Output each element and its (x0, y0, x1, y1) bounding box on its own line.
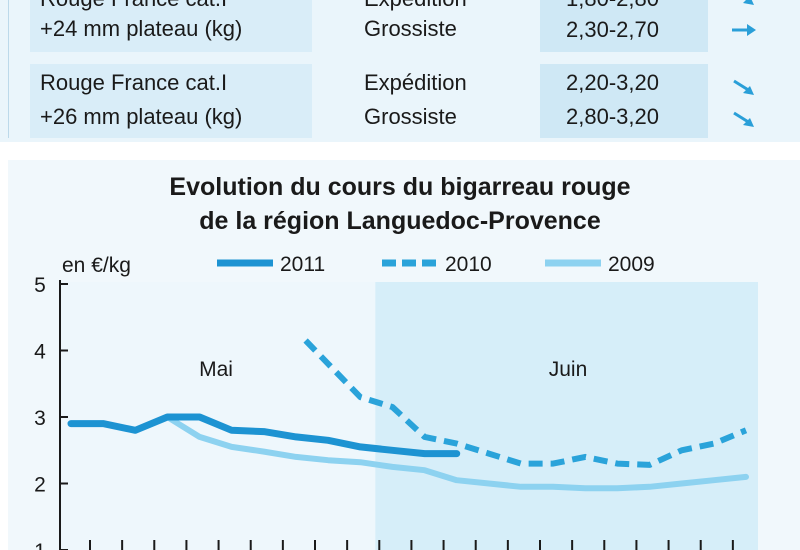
chart-title-line: de la région Languedoc-Provence (199, 207, 601, 235)
period-label-juin: Juin (549, 358, 588, 381)
down-right-arrow-icon (733, 111, 754, 127)
down-right-arrow-icon (733, 79, 754, 95)
y-axis-unit-label: en €/kg (62, 254, 131, 277)
legend-label-2011: 2011 (280, 253, 325, 276)
market-label: Expédition (364, 0, 467, 16)
product-name: Rouge France cat.I (40, 70, 228, 95)
product-cell: Rouge France cat.I +24 mm plateau (kg) (30, 0, 312, 52)
legend: 2011 2010 2009 (217, 253, 655, 276)
table-row: Rouge France cat.I +26 mm plateau (kg) E… (0, 64, 800, 138)
trend-cell (708, 0, 784, 52)
series-line-2011 (67, 413, 461, 458)
market-label: Grossiste (364, 16, 457, 41)
price-range: 2,20-3,20 (566, 70, 659, 95)
y-tick-label: 5 (34, 274, 46, 297)
trend-cell (708, 64, 784, 138)
market-label: Expédition (364, 70, 467, 95)
period-label-mai: Mai (199, 358, 233, 381)
series-line-2009 (68, 414, 749, 492)
x-ticks (89, 540, 734, 550)
price-table: Rouge France cat.I +24 mm plateau (kg) E… (0, 0, 800, 142)
period-band-juin (375, 282, 758, 550)
chart-title-line: Evolution du cours du bigarreau rouge (169, 173, 631, 201)
y-tick-label: 4 (34, 341, 46, 364)
price-range: 2,80-3,20 (566, 104, 659, 129)
y-tick-label: 3 (34, 407, 46, 430)
series-line-2010 (303, 338, 748, 468)
legend-label-2010: 2010 (445, 253, 492, 276)
market-label: Grossiste (364, 104, 457, 129)
product-name: Rouge France cat.I (40, 0, 227, 16)
price-cell: 1,80-2,80 2,30-2,70 (540, 0, 708, 52)
period-band-mai (60, 282, 376, 550)
right-arrow-icon (732, 24, 756, 36)
y-tick-labels: 1 2 3 4 5 (34, 274, 68, 550)
chart-title: Evolution du cours du bigarreau rouge de… (0, 170, 800, 238)
price-cell: 2,20-3,20 2,80-3,20 (540, 64, 708, 138)
product-cell: Rouge France cat.I +26 mm plateau (kg) (30, 64, 312, 138)
y-tick-label: 1 (34, 540, 46, 550)
product-size: +24 mm plateau (kg) (40, 16, 243, 41)
price-range: 2,30-2,70 (566, 17, 659, 42)
table-border (8, 0, 9, 138)
market-cell: Expédition Grossiste (312, 64, 540, 138)
down-right-arrow-icon (743, 0, 754, 5)
y-tick-label: 2 (34, 474, 46, 497)
price-range: 1,80-2,80 (566, 0, 659, 16)
market-cell: Expédition Grossiste (312, 0, 540, 52)
legend-label-2009: 2009 (608, 253, 655, 276)
product-size: +26 mm plateau (kg) (40, 104, 243, 129)
table-row: Rouge France cat.I +24 mm plateau (kg) E… (0, 0, 800, 52)
series-lines (67, 338, 749, 492)
